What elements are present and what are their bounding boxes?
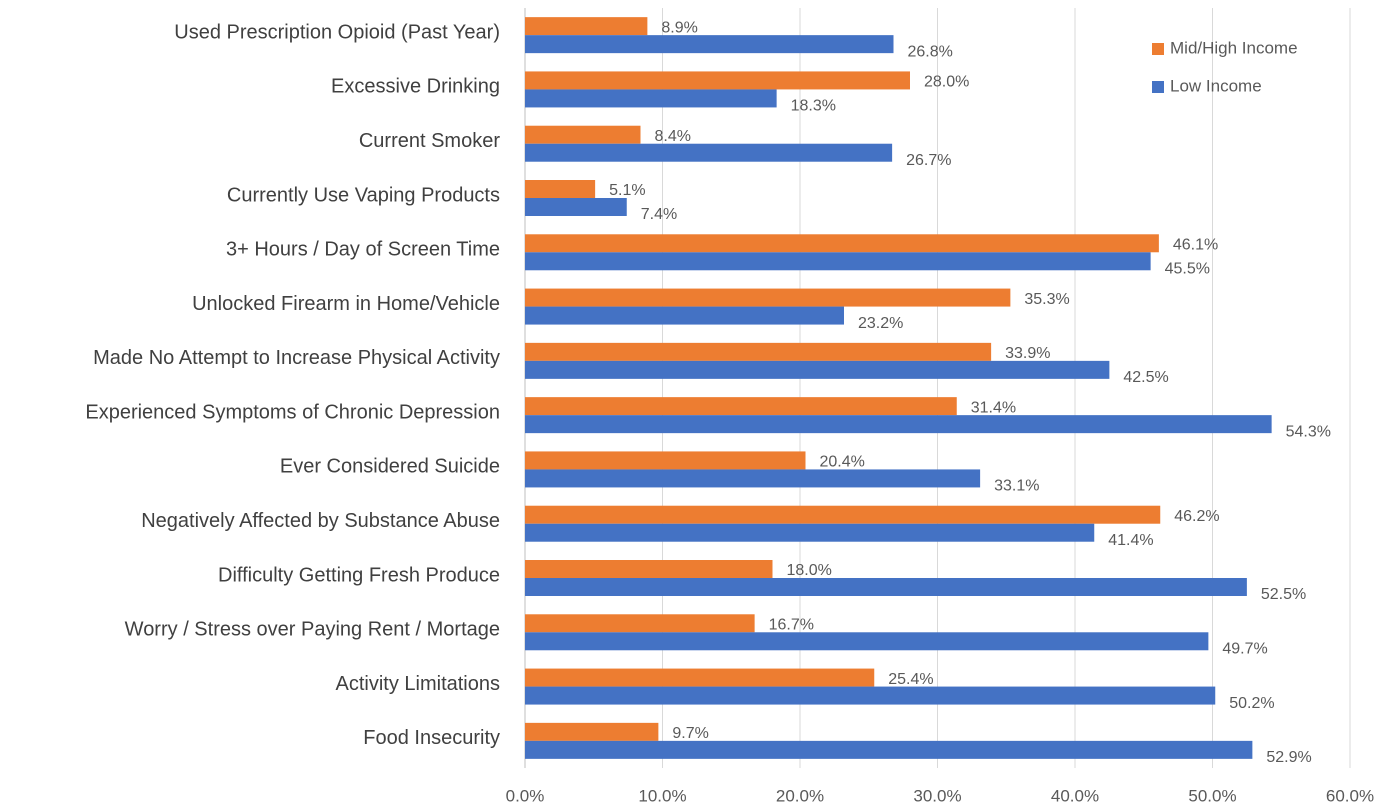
bar — [525, 668, 875, 687]
data-label: 8.4% — [655, 128, 691, 145]
bar — [525, 505, 1161, 524]
y-tick-label: Used Prescription Opioid (Past Year) — [174, 21, 500, 43]
x-tick-label: 0.0% — [506, 786, 545, 805]
bar — [525, 360, 1110, 379]
data-label: 33.9% — [1005, 345, 1050, 362]
data-label: 9.7% — [672, 725, 708, 742]
y-tick-label: Difficulty Getting Fresh Produce — [218, 564, 500, 586]
data-label: 23.2% — [858, 315, 903, 332]
y-tick-label: Experienced Symptoms of Chronic Depressi… — [85, 401, 500, 423]
data-label: 42.5% — [1123, 369, 1168, 386]
data-label: 16.7% — [769, 617, 814, 634]
bar — [525, 143, 893, 162]
data-label: 8.9% — [661, 19, 697, 36]
bar — [525, 35, 894, 54]
bar — [525, 560, 773, 578]
legend-label: Low Income — [1170, 76, 1262, 95]
legend-swatch — [1152, 43, 1164, 55]
bar — [525, 415, 1272, 434]
y-tick-label: Currently Use Vaping Products — [227, 184, 500, 206]
x-tick-label: 30.0% — [913, 786, 961, 805]
data-label: 49.7% — [1222, 641, 1267, 658]
data-label: 33.1% — [994, 478, 1039, 495]
bar — [525, 17, 648, 36]
bar — [525, 180, 596, 198]
bar — [525, 198, 627, 216]
data-label: 25.4% — [888, 671, 933, 688]
bar — [525, 451, 806, 470]
data-label: 31.4% — [971, 399, 1016, 416]
y-tick-label: 3+ Hours / Day of Screen Time — [226, 239, 500, 261]
x-tick-label: 10.0% — [638, 786, 686, 805]
data-label: 18.3% — [791, 98, 836, 115]
y-tick-label: Negatively Affected by Substance Abuse — [141, 510, 500, 532]
data-label: 41.4% — [1108, 532, 1153, 549]
y-tick-label: Ever Considered Suicide — [280, 456, 500, 478]
data-label: 45.5% — [1165, 261, 1210, 278]
bar — [525, 740, 1253, 759]
bar — [525, 632, 1209, 651]
bar — [525, 125, 641, 144]
data-label: 46.2% — [1174, 508, 1219, 525]
data-label: 7.4% — [641, 206, 677, 223]
data-label: 28.0% — [924, 74, 969, 91]
y-tick-label: Made No Attempt to Increase Physical Act… — [93, 347, 500, 369]
y-tick-label: Unlocked Firearm in Home/Vehicle — [192, 293, 500, 315]
data-label: 50.2% — [1229, 695, 1274, 712]
legend-label: Mid/High Income — [1170, 38, 1298, 57]
x-tick-label: 20.0% — [776, 786, 824, 805]
bar — [525, 71, 910, 90]
y-tick-label: Worry / Stress over Paying Rent / Mortag… — [125, 619, 500, 641]
data-label: 46.1% — [1173, 237, 1218, 254]
x-tick-label: 50.0% — [1188, 786, 1236, 805]
y-tick-label: Activity Limitations — [336, 673, 501, 695]
x-tick-label: 60.0% — [1326, 786, 1374, 805]
data-label: 20.4% — [820, 454, 865, 471]
data-label: 35.3% — [1024, 291, 1069, 308]
bar — [525, 306, 844, 325]
y-tick-label: Food Insecurity — [363, 727, 500, 749]
data-label: 5.1% — [609, 182, 645, 199]
data-label: 52.5% — [1261, 586, 1306, 603]
bar — [525, 397, 957, 416]
bar — [525, 342, 992, 361]
legend-swatch — [1152, 81, 1164, 93]
data-label: 52.9% — [1266, 749, 1311, 766]
bar — [525, 722, 659, 741]
bar — [525, 89, 777, 108]
bar — [525, 234, 1159, 253]
data-label: 54.3% — [1286, 423, 1331, 440]
bar — [525, 578, 1247, 596]
bar — [525, 252, 1151, 271]
data-label: 26.8% — [908, 43, 953, 60]
bar — [525, 288, 1011, 307]
y-tick-label: Excessive Drinking — [331, 76, 500, 98]
x-tick-label: 40.0% — [1051, 786, 1099, 805]
bar — [525, 469, 981, 488]
bar — [525, 686, 1216, 705]
data-label: 26.7% — [906, 152, 951, 169]
bar — [525, 614, 755, 633]
data-label: 18.0% — [787, 562, 832, 579]
y-tick-label: Current Smoker — [359, 130, 500, 152]
bar — [525, 523, 1095, 542]
